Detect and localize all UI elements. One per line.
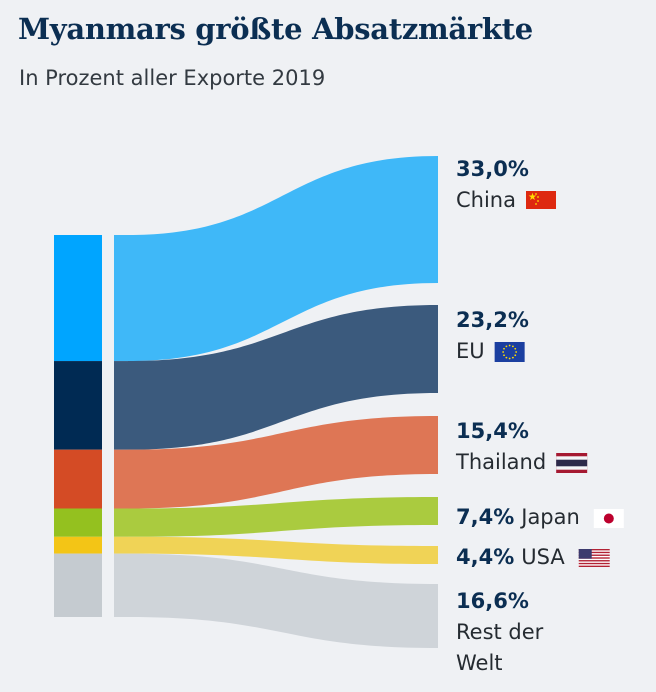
- flow-band-japan: [128, 497, 438, 537]
- svg-text:★: ★: [528, 192, 537, 203]
- flow-bands: [128, 156, 438, 648]
- flag-thailand-icon: [556, 453, 588, 473]
- category-label-japan: Japan: [519, 505, 580, 529]
- chart-subtitle: In Prozent aller Exporte 2019: [19, 66, 326, 90]
- bar-segment-usa: [54, 536, 102, 554]
- value-label-japan: 7,4%: [456, 505, 514, 529]
- flow-band-thailand: [128, 416, 438, 509]
- flag-japan-icon: [593, 509, 624, 528]
- flow-band-china: [128, 156, 438, 362]
- chart-title: Myanmars größte Absatzmärkte: [18, 12, 533, 46]
- label-usa: 4,4% USA: [456, 545, 610, 569]
- label-china: 33,0% China ★: [456, 157, 556, 212]
- bar-segment-japan: [54, 508, 102, 537]
- inner-bar-segment-eu: [114, 361, 128, 450]
- category-label-usa: USA: [521, 545, 565, 569]
- flow-band-rest-der-welt: [128, 553, 438, 648]
- bar-segment-china: [54, 235, 102, 362]
- value-label-thailand: 15,4%: [456, 419, 529, 443]
- category-label-thailand: Thailand: [455, 450, 546, 474]
- inner-bar-segment-thailand: [114, 449, 128, 509]
- inner-bar-segment-china: [114, 235, 128, 362]
- category-label-rest-der-welt: Rest der Welt: [456, 620, 544, 675]
- flag-eu-icon: [494, 342, 525, 362]
- bar-segment-eu: [54, 361, 102, 450]
- inner-bar-segment-japan: [114, 508, 128, 537]
- bar-segment-thailand: [54, 449, 102, 509]
- value-label-china: 33,0%: [456, 157, 529, 181]
- bar-segment-rest-der-welt: [54, 553, 102, 617]
- flag-usa-icon: [578, 549, 610, 567]
- flow-band-eu: [128, 305, 438, 450]
- flow-band-usa: [128, 536, 438, 564]
- label-rest-der-welt: 16,6% Rest der Welt: [456, 589, 544, 675]
- value-label-usa: 4,4%: [456, 545, 514, 569]
- label-japan: 7,4% Japan: [456, 505, 624, 529]
- inner-bar-segment-usa: [114, 536, 128, 554]
- label-thailand: 15,4% Thailand: [455, 419, 588, 474]
- value-label-eu: 23,2%: [456, 308, 529, 332]
- flag-china-icon: ★: [526, 191, 556, 209]
- inner-bar-segment-rest-der-welt: [114, 553, 128, 617]
- category-label-china: China: [456, 188, 516, 212]
- category-label-eu: EU: [456, 339, 485, 363]
- value-label-rest-der-welt: 16,6%: [456, 589, 529, 613]
- label-eu: 23,2% EU: [456, 308, 529, 363]
